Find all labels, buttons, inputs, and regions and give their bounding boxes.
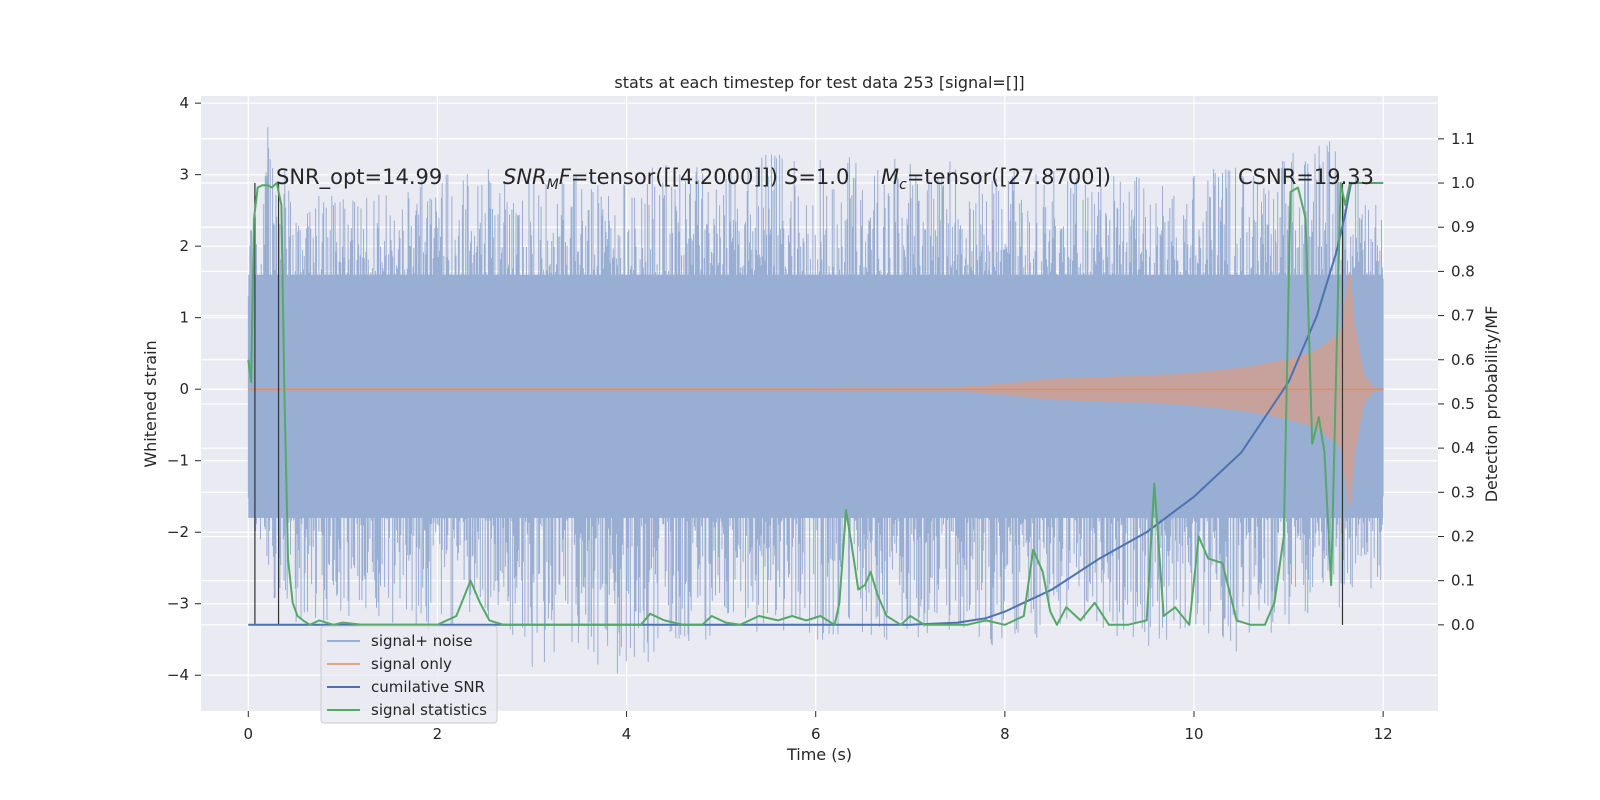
y-tick-label-right: 0.4: [1451, 439, 1475, 457]
y-tick-label-right: 0.7: [1451, 307, 1475, 325]
y-tick-label-left: 0: [179, 380, 189, 398]
y-tick-label-left: −4: [167, 666, 189, 684]
series-cumulative-snr: [248, 182, 1384, 626]
annotation-snr-mf: SNRMF=tensor([[4.2000]]): [503, 165, 778, 193]
x-tick-label: 8: [1000, 725, 1010, 743]
y-tick-label-right: 0.2: [1451, 527, 1475, 545]
snr-mf-sub2: F: [559, 165, 572, 189]
annotation-snr-opt: SNR_opt=14.99: [276, 165, 442, 190]
y-tick-label-right: 0.5: [1451, 395, 1475, 413]
y-axis-label-left: Whitened strain: [141, 340, 160, 467]
x-axis-label: Time (s): [786, 745, 852, 764]
cumulative-snr-line: [248, 182, 1384, 626]
y-tick-label-left: −3: [167, 595, 189, 613]
legend-label: signal only: [371, 655, 452, 673]
y-tick-label-right: 0.9: [1451, 218, 1475, 236]
legend: signal+ noise signal only cumilative SNR si…: [320, 625, 498, 724]
y-tick-label-right: 0.6: [1451, 351, 1475, 369]
y-tick-label-right: 0.3: [1451, 483, 1475, 501]
signal-statistics-line: [247, 182, 1384, 626]
y-tick-label-left: 1: [179, 309, 189, 327]
y-tick-label-right: 0.1: [1451, 572, 1475, 590]
snr-mf-label: SNR: [503, 165, 547, 189]
y-tick-label-left: 2: [179, 237, 189, 255]
y-tick-label-right: 1.1: [1451, 130, 1475, 148]
annotation-s: S=1.0: [785, 165, 849, 189]
snr-mf-value: =tensor([[4.2000]]): [571, 165, 778, 189]
y-tick-label-left: −2: [167, 523, 189, 541]
y-tick-label-left: 3: [179, 166, 189, 184]
x-axis-ticks: 0 2 4 6 8 10 12: [244, 711, 1393, 743]
x-tick-label: 12: [1374, 725, 1393, 743]
annotations: SNR_opt=14.99 SNRMF=tensor([[4.2000]]) S…: [276, 165, 1374, 193]
y-axis-label-right: Detection probability/MF: [1482, 306, 1501, 503]
legend-box: [320, 625, 498, 724]
legend-label: signal+ noise: [371, 632, 473, 650]
y-tick-label-left: 4: [179, 94, 189, 112]
s-value: =1.0: [798, 165, 849, 189]
mc-sub: c: [899, 177, 907, 193]
y-tick-label-right: 0.0: [1451, 616, 1475, 634]
y-axis-right-ticks: 1.1 1.0 0.9 0.8 0.7 0.6 0.5 0.4 0.3 0.2 0.1 0.0: [1438, 130, 1475, 634]
y-tick-label-right: 0.8: [1451, 262, 1475, 280]
chart-title: stats at each timestep for test data 253…: [614, 73, 1024, 92]
annotation-csnr: CSNR=19.33: [1238, 165, 1374, 189]
mc-value: =tensor([27.8700]): [907, 165, 1111, 189]
x-tick-label: 6: [811, 725, 821, 743]
snr-mf-sub1: M: [547, 177, 559, 193]
annotation-mc: Mc=tensor([27.8700]): [881, 165, 1111, 193]
x-tick-label: 2: [433, 725, 443, 743]
vertical-markers: [254, 183, 1344, 625]
y-tick-label-left: −1: [167, 452, 189, 470]
legend-label: cumilative SNR: [371, 678, 485, 696]
series-signal-only: [248, 270, 1384, 508]
s-label: S: [785, 165, 798, 189]
x-tick-label: 10: [1184, 725, 1203, 743]
y-tick-label-right: 1.0: [1451, 174, 1475, 192]
x-tick-label: 4: [622, 725, 632, 743]
y-axis-left-ticks: 4 3 2 1 0 −1 −2 −3 −4: [167, 94, 201, 684]
mc-label: M: [881, 165, 899, 189]
x-tick-label: 0: [244, 725, 254, 743]
series-signal-statistics: [247, 182, 1384, 626]
legend-label: signal statistics: [371, 701, 487, 719]
